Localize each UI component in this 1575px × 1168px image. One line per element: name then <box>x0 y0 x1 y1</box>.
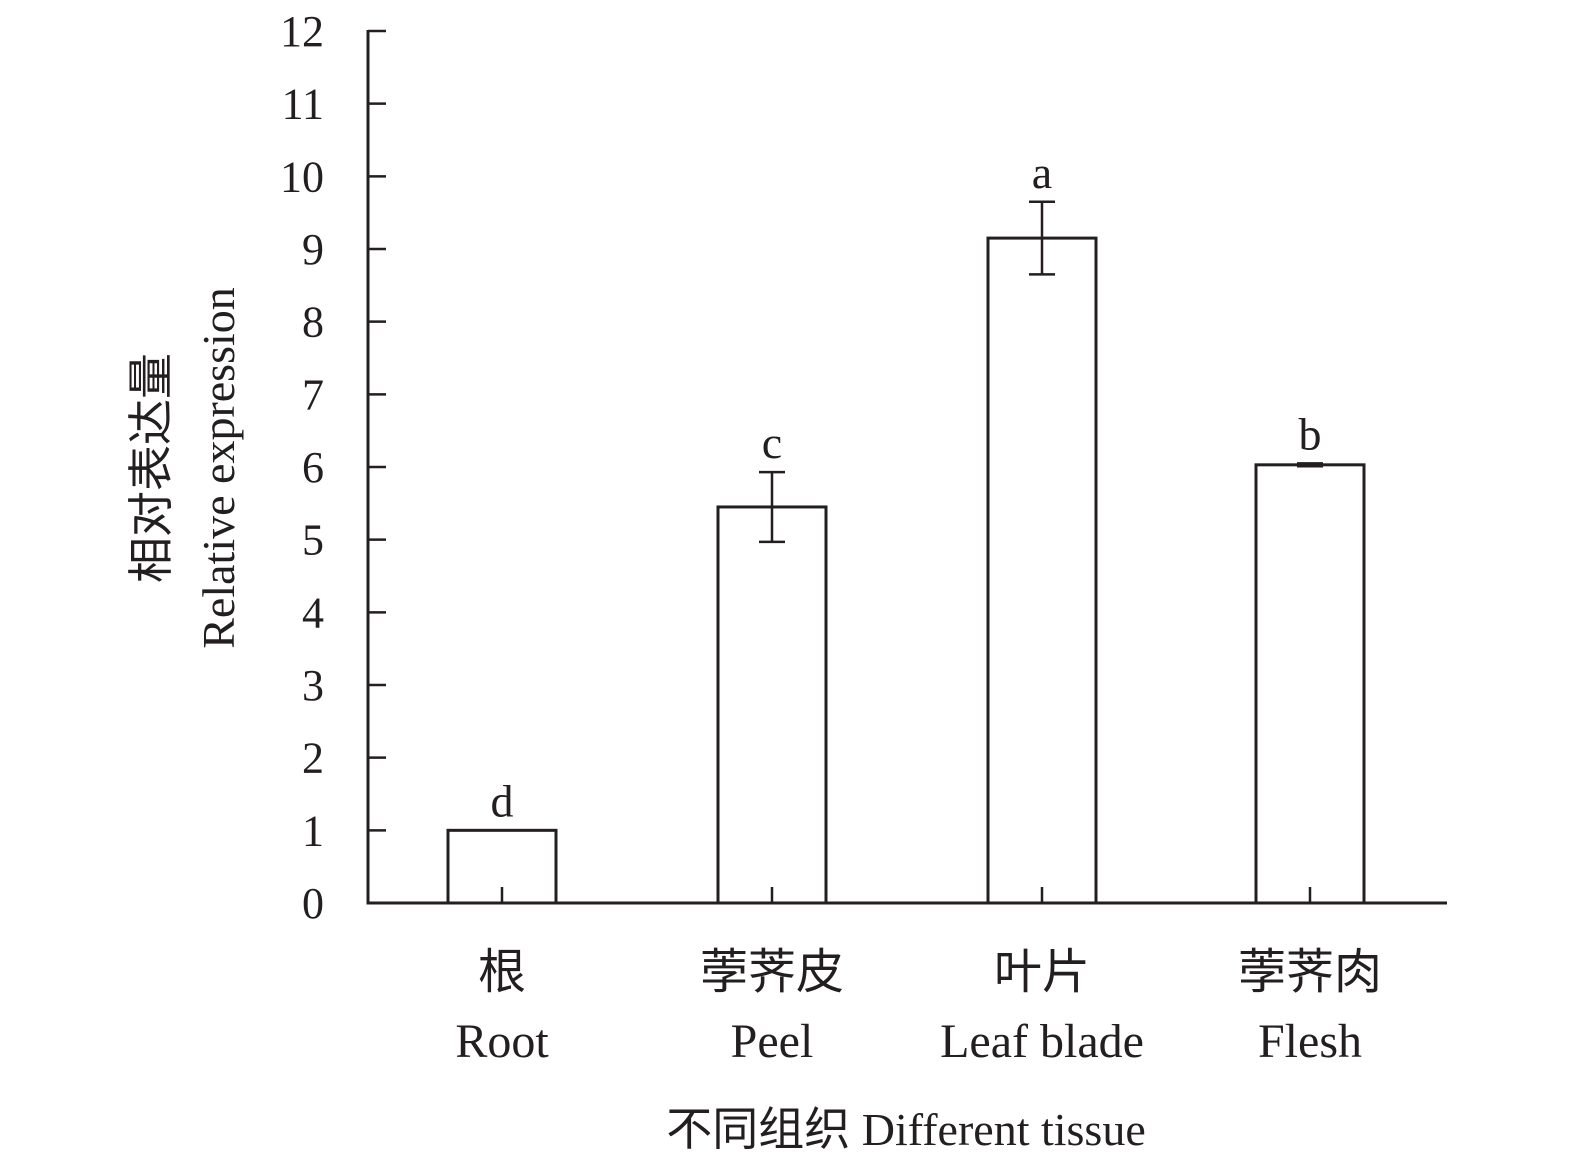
y-tick-label: 10 <box>280 152 324 201</box>
y-tick-label: 9 <box>302 225 324 274</box>
category-labels-group: 根 Root 荸荠皮 Peel 叶片 Leaf blade 荸荠肉 Flesh <box>455 946 1382 1068</box>
x-axis-title: 不同组织 Different tissue <box>666 1104 1146 1155</box>
error-bars-group <box>759 200 1323 544</box>
significance-label: b <box>1299 408 1322 459</box>
y-tick-label: 6 <box>302 443 324 492</box>
y-axis-title: 相对表达量 Relative expression <box>126 287 244 649</box>
significance-label: c <box>762 417 782 468</box>
significance-label: a <box>1032 147 1052 198</box>
y-tick-label: 2 <box>302 734 324 783</box>
category-label-zh: 荸荠肉 <box>1238 946 1382 999</box>
bar <box>716 505 828 905</box>
y-tick-label: 11 <box>282 80 324 129</box>
bars-group <box>446 236 1366 905</box>
y-tick-label: 7 <box>302 370 324 419</box>
y-tick-label: 12 <box>280 7 324 56</box>
y-axis-title-zh: 相对表达量 <box>126 353 177 583</box>
y-tick-label: 1 <box>302 806 324 855</box>
category-label-en: Leaf blade <box>940 1015 1144 1068</box>
category-label-zh: 叶片 <box>994 946 1090 999</box>
y-tick-label: 0 <box>302 879 324 928</box>
category-label-zh: 荸荠皮 <box>700 946 844 999</box>
category-label-en: Root <box>455 1015 549 1068</box>
y-tick-label: 3 <box>302 661 324 710</box>
y-axis-title-en: Relative expression <box>193 287 244 649</box>
significance-label: d <box>491 775 514 826</box>
y-tick-label: 4 <box>302 588 324 637</box>
significance-labels-group: d c a b <box>491 147 1322 827</box>
y-tick-label: 8 <box>302 298 324 347</box>
category-label-zh: 根 <box>478 946 526 999</box>
bar <box>1254 463 1366 905</box>
bar <box>986 236 1098 905</box>
y-tick-label: 5 <box>302 516 324 565</box>
category-label-en: Flesh <box>1258 1015 1362 1068</box>
category-label-en: Peel <box>731 1015 814 1068</box>
